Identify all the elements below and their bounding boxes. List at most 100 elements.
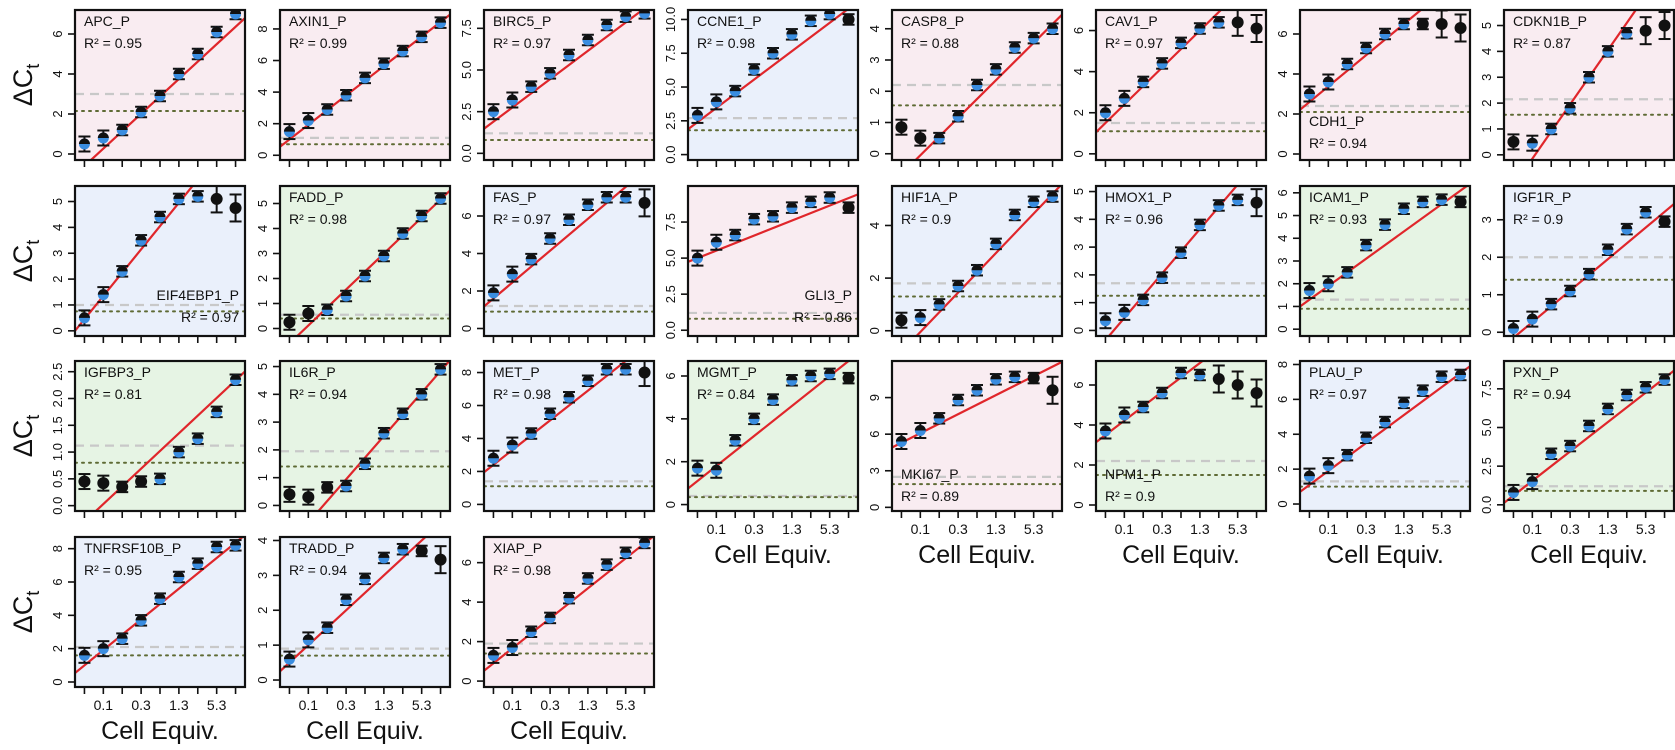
y-tick-label: 2.5: [663, 112, 678, 130]
y-tick-label: 8: [50, 545, 65, 552]
x-axis-title: Cell Equiv.: [1326, 541, 1444, 569]
r-squared-label: R² = 0.93: [1309, 211, 1367, 227]
data-point-half: [1137, 294, 1149, 300]
y-tick-label: 8: [1275, 361, 1290, 368]
y-tick-label: 2.5: [459, 103, 474, 121]
x-tick-label: 1.3: [1190, 521, 1210, 537]
panel-title: CAV1_P: [1105, 13, 1158, 29]
y-tick-label: 4: [1275, 70, 1290, 77]
y-tick-label: 0: [255, 502, 270, 509]
data-point-excluded: [914, 132, 927, 145]
panel-title: FADD_P: [289, 189, 343, 205]
data-point-half: [748, 213, 760, 220]
data-point-excluded: [1658, 19, 1671, 32]
data-point-half: [1156, 57, 1168, 64]
y-tick-label: 4: [867, 222, 882, 229]
plot-area: [1096, 361, 1266, 476]
y-tick-label: 2: [50, 110, 65, 117]
data-point-half: [933, 298, 945, 305]
x-axis: 0.1 0.3 1.3 5.3 Cell Equiv.: [900, 511, 1054, 569]
y-tick-label: 6: [1275, 30, 1290, 37]
data-point-half: [1526, 313, 1538, 320]
data-point-half: [1322, 278, 1334, 284]
y-tick-label: 6: [867, 431, 882, 438]
data-point-half: [1175, 247, 1187, 253]
y-tick-label: 2.5: [1479, 457, 1494, 475]
r-squared-label: R² = 0.81: [84, 386, 142, 402]
data-point-half: [340, 89, 352, 96]
data-point-half: [321, 622, 333, 628]
panel-cav1-p: CAV1_P R² = 0.97 0 2 4 6: [1071, 8, 1268, 167]
panel-met-p: MET_P R² = 0.98 0 2 4 6 8: [459, 359, 656, 518]
data-point-half: [487, 649, 499, 656]
data-point-half: [211, 406, 223, 412]
plot-area: [688, 361, 858, 499]
data-point-half: [1360, 432, 1372, 438]
y-tick-label: 4: [50, 612, 65, 619]
data-point-half: [952, 394, 964, 401]
y-tick-label: 2: [255, 120, 270, 127]
panel-title: MET_P: [493, 364, 540, 380]
data-point-half: [435, 17, 447, 23]
y-tick-label: 5: [1071, 188, 1086, 195]
data-point-half: [1621, 389, 1633, 396]
data-point-half: [1047, 191, 1059, 197]
y-tick-label: 2: [1275, 110, 1290, 117]
y-tick-label: 4: [459, 435, 474, 442]
data-point-excluded: [895, 121, 908, 134]
data-point-half: [321, 103, 333, 110]
x-tick-label: 0.1: [707, 521, 727, 537]
data-point-excluded: [1250, 196, 1263, 209]
x-axis: [83, 336, 237, 343]
data-point-half: [192, 190, 204, 197]
data-point-half: [1545, 123, 1557, 129]
plot-area: [1300, 186, 1470, 310]
data-point-half: [97, 289, 109, 295]
data-point-half: [397, 543, 409, 550]
y-axis: 0.0 2.5 5.0 7.5: [459, 19, 484, 162]
y-tick-label: 8: [255, 25, 270, 32]
y-tick-label: 0: [1275, 500, 1290, 507]
plot-area: [892, 361, 1062, 486]
plot-area: [280, 189, 450, 336]
panel-title: NPM1_P: [1105, 466, 1161, 482]
data-point-half: [230, 539, 242, 546]
data-point-half: [359, 573, 371, 579]
data-point-half: [620, 11, 632, 17]
data-point-excluded: [116, 480, 129, 493]
y-axis: 0 3 6 9: [867, 394, 892, 511]
data-point-half: [1507, 323, 1519, 329]
y-tick-label: 0: [255, 152, 270, 159]
x-axis: 0.1 0.3 1.3 5.3 Cell Equiv.: [83, 687, 237, 745]
r-squared-label: R² = 0.94: [289, 386, 347, 402]
data-point-half: [805, 196, 817, 202]
y-axis: 0 2 4 6 8: [459, 369, 484, 508]
data-point-half: [952, 280, 964, 286]
data-point-half: [582, 34, 594, 40]
data-point-half: [1526, 137, 1538, 144]
y-tick-label: 2: [867, 274, 882, 281]
data-point-excluded: [78, 475, 91, 488]
r-squared-label: R² = 0.97: [493, 35, 551, 51]
panel-title: IGFBP3_P: [84, 364, 151, 380]
data-point-half: [302, 115, 314, 121]
x-axis: [492, 511, 646, 518]
plot-area: [75, 186, 245, 332]
x-axis-title: Cell Equiv.: [101, 717, 219, 745]
data-point-half: [78, 649, 90, 656]
panel-background: [484, 537, 654, 687]
data-point-half: [691, 252, 703, 259]
data-point-half: [378, 58, 390, 64]
panel-title: IGF1R_P: [1513, 189, 1571, 205]
y-tick-label: 0: [255, 676, 270, 683]
data-point-half: [691, 109, 703, 116]
y-tick-label: 5.0: [1479, 418, 1494, 436]
x-tick-label: 0.3: [1560, 521, 1580, 537]
r-squared-label: R² = 0.9: [901, 211, 951, 227]
plot-area: [1096, 186, 1266, 336]
panel-igfbp3-p: IGFBP3_P R² = 0.81 0.0 0.5 1.0 1.5 2.0 2.5: [50, 359, 247, 518]
y-tick-label: 1: [1479, 291, 1494, 298]
data-point-half: [1602, 45, 1614, 52]
